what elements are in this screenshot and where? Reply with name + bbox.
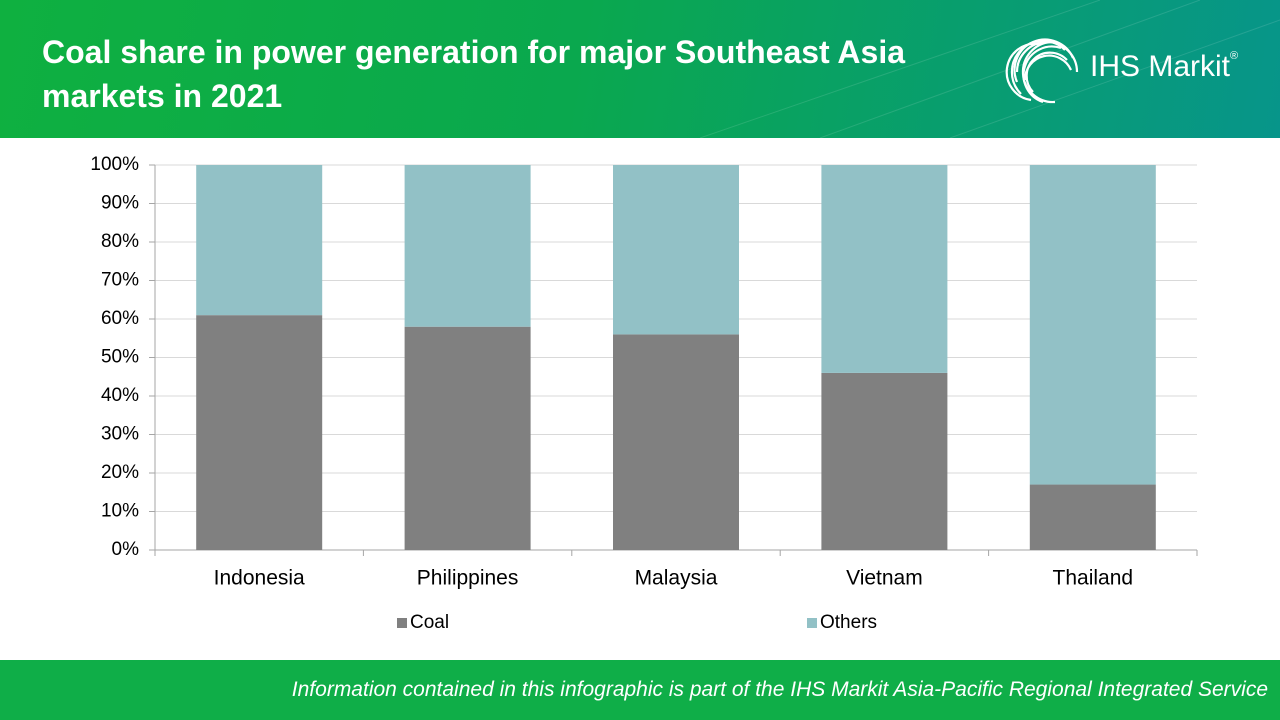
bar-segment bbox=[613, 334, 739, 550]
header: Coal share in power generation for major… bbox=[0, 0, 1280, 138]
footer-text: Information contained in this infographi… bbox=[291, 678, 1268, 701]
y-tick-label: 100% bbox=[90, 154, 139, 175]
x-tick-label: Philippines bbox=[417, 567, 519, 590]
y-tick-label: 90% bbox=[101, 193, 139, 214]
bar-segment bbox=[404, 165, 531, 327]
bar-segment bbox=[196, 315, 323, 550]
footer: Information contained in this infographi… bbox=[0, 660, 1280, 720]
y-tick-label: 80% bbox=[101, 231, 139, 252]
title: Coal share in power generation for major… bbox=[42, 34, 905, 114]
y-tick-label: 40% bbox=[101, 385, 139, 406]
bar-segment bbox=[196, 165, 323, 316]
header-decor bbox=[699, 0, 1280, 138]
legend-label: Coal bbox=[410, 612, 449, 633]
x-tick-label: Indonesia bbox=[214, 567, 305, 590]
brand-name: IHS Markit bbox=[1090, 50, 1231, 83]
y-tick-label: 60% bbox=[101, 308, 139, 329]
legend-label: Others bbox=[820, 612, 877, 633]
x-tick-label: Malaysia bbox=[635, 567, 718, 590]
bar-segment bbox=[821, 372, 948, 550]
y-tick-label: 70% bbox=[101, 270, 139, 291]
x-tick-label: Thailand bbox=[1053, 567, 1134, 590]
bar-segment bbox=[404, 326, 531, 550]
bar-segment bbox=[1029, 484, 1156, 550]
brand-mark: ® bbox=[1230, 50, 1239, 62]
bar-segment bbox=[1029, 165, 1156, 485]
chart: 0% 10% 20% 30% 40% 50% 60% 70% 80% 90% 100% Indones… bbox=[90, 154, 1198, 633]
y-tick-label: 0% bbox=[112, 539, 140, 560]
brand: IHS Markit® bbox=[1090, 50, 1238, 84]
legend-swatch bbox=[807, 618, 817, 628]
y-tick-label: 20% bbox=[101, 462, 139, 483]
legend-swatch bbox=[397, 618, 407, 628]
x-tick-label: Vietnam bbox=[846, 567, 923, 590]
bar-segment bbox=[613, 165, 739, 335]
y-tick-label: 10% bbox=[101, 501, 139, 522]
y-tick-label: 50% bbox=[101, 347, 139, 368]
y-tick-label: 30% bbox=[101, 424, 139, 445]
bar-segment bbox=[821, 165, 948, 373]
